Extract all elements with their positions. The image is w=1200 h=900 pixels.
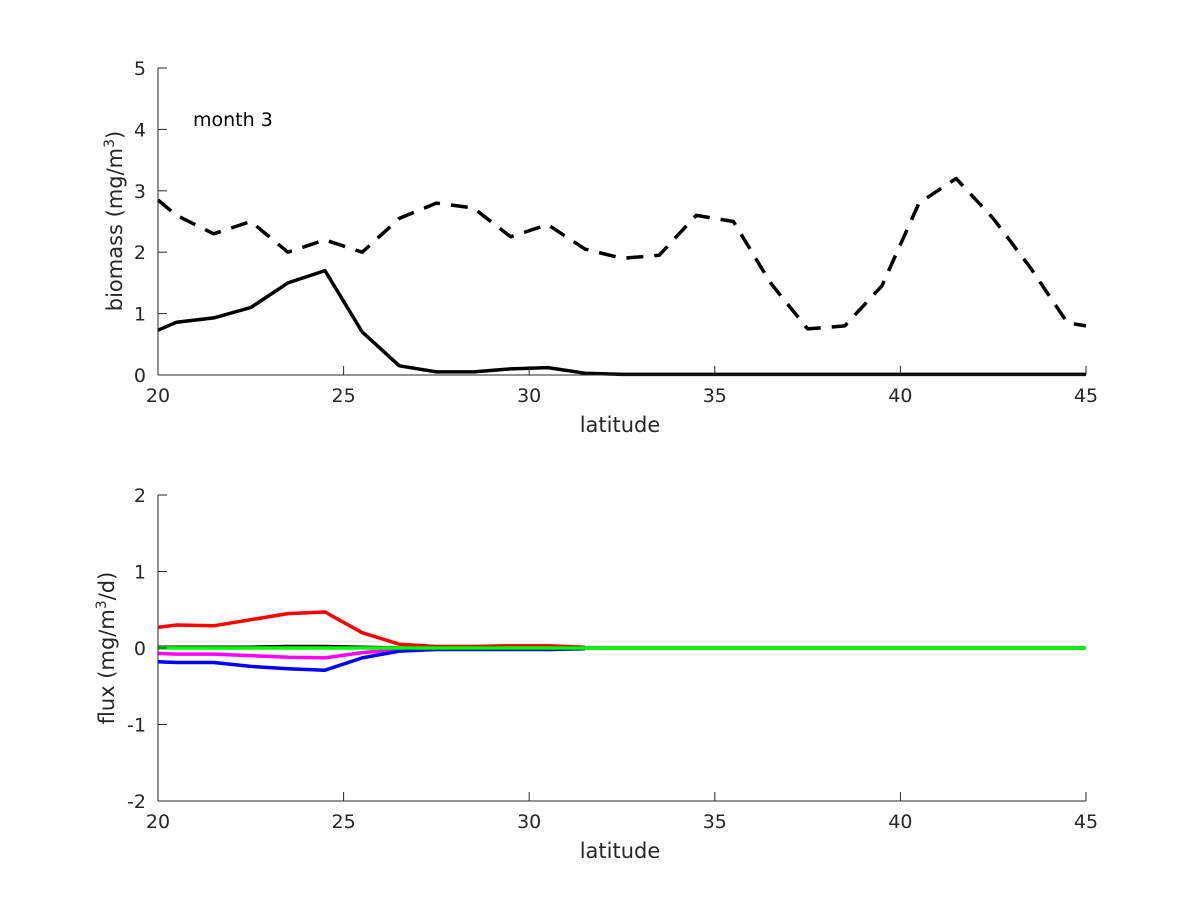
biomass-y-label-superscript: 3 [102, 139, 118, 148]
biomass-y-tick-label: 5 [134, 58, 146, 80]
biomass-x-tick-label: 35 [703, 385, 727, 407]
flux-y-tick-label: 1 [134, 562, 146, 584]
biomass-axes [157, 68, 1086, 376]
flux-y-label-superscript: 3 [94, 600, 110, 609]
biomass-y-tick-label: 0 [134, 365, 146, 387]
flux-y-label-main: flux (mg/m [95, 609, 119, 724]
flux-y-tick-label: -1 [127, 715, 146, 737]
flux-x-tick-label: 30 [517, 811, 541, 833]
flux-x-tick-label: 45 [1074, 811, 1098, 833]
flux-x-tick-label: 35 [703, 811, 727, 833]
flux-x-tick-label: 25 [332, 811, 356, 833]
biomass-y-axis-label: biomass (mg/m3) [102, 131, 127, 312]
flux-x-axis-label: latitude [580, 839, 661, 863]
biomass-x-tick-label: 40 [888, 385, 912, 407]
flux-y-label-end: /d) [95, 572, 119, 601]
biomass-y-tick-label: 3 [134, 181, 146, 203]
biomass-series-line-1 [157, 268, 1086, 377]
biomass-y-label-end: ) [103, 131, 127, 139]
biomass-x-tick-label: 30 [517, 385, 541, 407]
biomass-series-layer [156, 176, 1087, 377]
flux-panel: 20 25 30 35 40 45 -2 -1 0 1 2 latitude flux (mg/m3… [94, 485, 1098, 863]
biomass-y-tick-label: 2 [134, 242, 146, 264]
flux-y-axis-label: flux (mg/m3/d) [94, 572, 119, 725]
month-annotation: month 3 [193, 109, 273, 131]
flux-series-line-1 [157, 610, 585, 649]
biomass-x-tick-label: 20 [146, 385, 170, 407]
flux-series-layer [157, 610, 1086, 672]
biomass-x-tick-label: 45 [1074, 385, 1098, 407]
flux-ticks: 20 25 30 35 40 45 -2 -1 0 1 2 [127, 485, 1098, 833]
biomass-y-label-main: biomass (mg/m [103, 148, 127, 311]
flux-y-tick-label: -2 [127, 791, 146, 813]
biomass-y-tick-label: 4 [134, 119, 146, 141]
biomass-y-tick-label: 1 [134, 304, 146, 326]
flux-x-tick-label: 40 [888, 811, 912, 833]
flux-x-tick-label: 20 [146, 811, 170, 833]
biomass-x-tick-label: 25 [332, 385, 356, 407]
biomass-x-axis-label: latitude [580, 413, 661, 437]
flux-y-tick-label: 0 [134, 638, 146, 660]
flux-y-tick-label: 2 [134, 485, 146, 507]
